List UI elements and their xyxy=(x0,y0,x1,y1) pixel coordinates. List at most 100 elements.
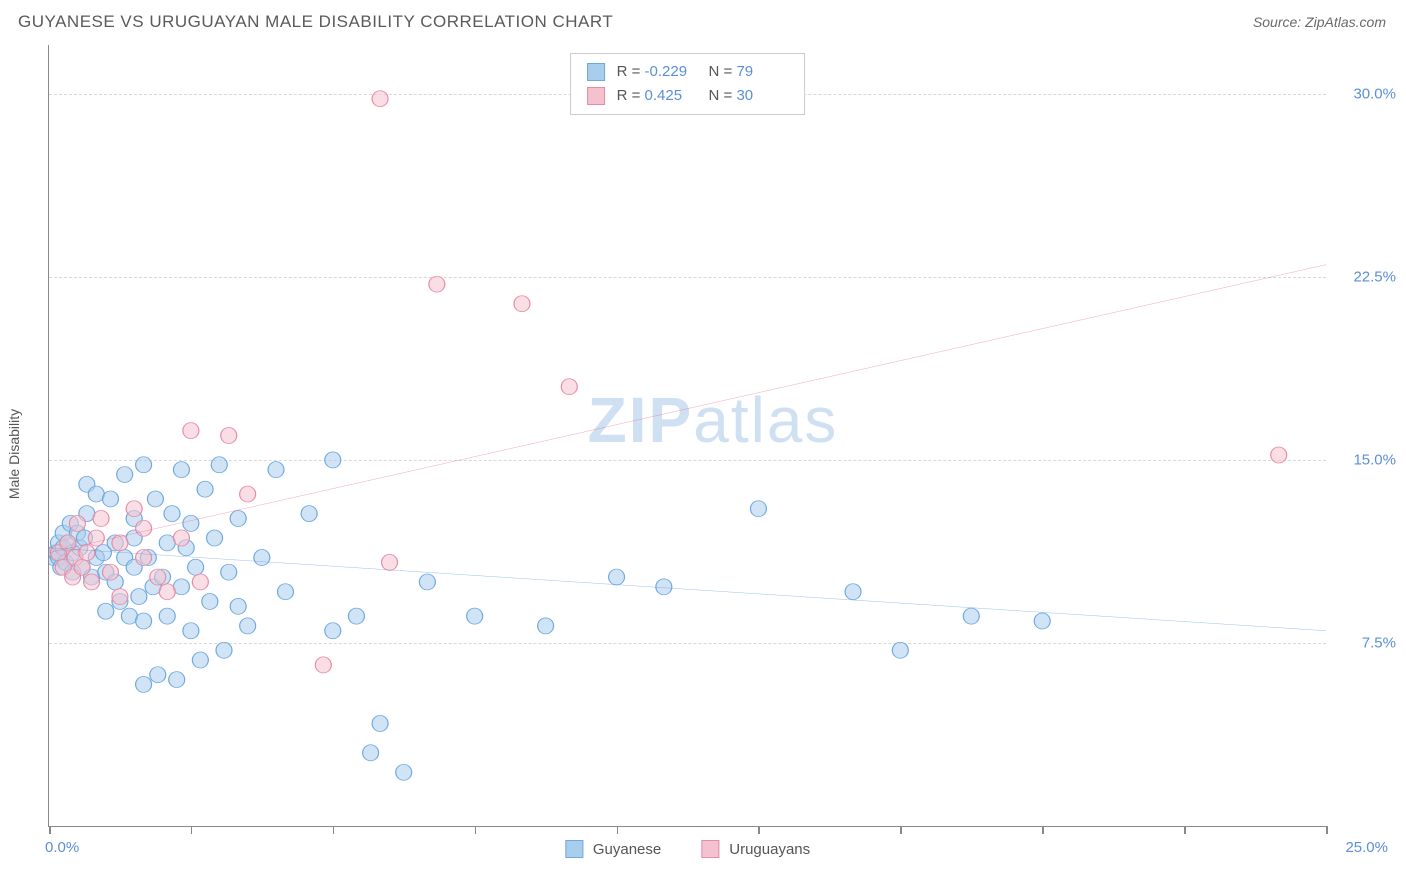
data-point xyxy=(183,515,199,531)
data-point xyxy=(211,457,227,473)
data-point xyxy=(372,91,388,107)
data-point xyxy=(240,618,256,634)
scatter-plot xyxy=(49,45,1326,826)
data-point xyxy=(202,593,218,609)
x-tick xyxy=(1042,826,1044,834)
data-point xyxy=(750,501,766,517)
data-point xyxy=(382,554,398,570)
data-point xyxy=(136,613,152,629)
data-point xyxy=(277,584,293,600)
data-point xyxy=(147,491,163,507)
stats-row: R = 0.425N = 30 xyxy=(587,84,789,108)
data-point xyxy=(315,657,331,673)
x-axis-label: 0.0% xyxy=(45,839,79,856)
data-point xyxy=(93,510,109,526)
data-point xyxy=(131,589,147,605)
data-point xyxy=(136,676,152,692)
data-point xyxy=(136,520,152,536)
data-point xyxy=(240,486,256,502)
data-point xyxy=(325,623,341,639)
legend-item: Uruguayans xyxy=(701,840,810,858)
data-point xyxy=(102,491,118,507)
chart-title: GUYANESE VS URUGUAYAN MALE DISABILITY CO… xyxy=(18,12,613,32)
data-point xyxy=(112,535,128,551)
legend-label: Guyanese xyxy=(593,841,661,858)
data-point xyxy=(136,550,152,566)
data-point xyxy=(845,584,861,600)
data-point xyxy=(514,296,530,312)
y-axis-label: Male Disability xyxy=(6,409,22,499)
r-value: 0.425 xyxy=(645,84,697,108)
chart-header: GUYANESE VS URUGUAYAN MALE DISABILITY CO… xyxy=(0,0,1406,40)
data-point xyxy=(136,457,152,473)
y-tick-label: 22.5% xyxy=(1336,268,1396,285)
data-point xyxy=(396,764,412,780)
data-point xyxy=(268,462,284,478)
data-point xyxy=(216,642,232,658)
data-point xyxy=(1034,613,1050,629)
data-point xyxy=(183,423,199,439)
stats-row: R = -0.229N = 79 xyxy=(587,60,789,84)
legend-label: Uruguayans xyxy=(729,841,810,858)
data-point xyxy=(69,515,85,531)
data-point xyxy=(197,481,213,497)
data-point xyxy=(159,535,175,551)
legend-swatch-icon xyxy=(587,63,605,81)
x-tick xyxy=(49,826,51,834)
chart-area: ZIPatlas 7.5%15.0%22.5%30.0% 0.0%25.0% R… xyxy=(48,45,1326,827)
legend-swatch-icon xyxy=(587,87,605,105)
data-point xyxy=(301,506,317,522)
data-point xyxy=(372,716,388,732)
trend-line xyxy=(49,265,1326,553)
data-point xyxy=(892,642,908,658)
legend-swatch-icon xyxy=(701,840,719,858)
data-point xyxy=(221,564,237,580)
data-point xyxy=(173,462,189,478)
data-point xyxy=(429,276,445,292)
x-tick xyxy=(1326,826,1328,834)
data-point xyxy=(419,574,435,590)
data-point xyxy=(84,574,100,590)
data-point xyxy=(98,603,114,619)
source-label: Source: ZipAtlas.com xyxy=(1253,14,1386,30)
data-point xyxy=(363,745,379,761)
x-tick xyxy=(333,826,335,834)
data-point xyxy=(538,618,554,634)
data-point xyxy=(230,510,246,526)
data-point xyxy=(221,428,237,444)
data-point xyxy=(467,608,483,624)
x-tick xyxy=(475,826,477,834)
data-point xyxy=(963,608,979,624)
y-tick-label: 7.5% xyxy=(1336,634,1396,651)
legend-swatch-icon xyxy=(565,840,583,858)
data-point xyxy=(656,579,672,595)
trend-line xyxy=(49,548,1326,631)
x-tick xyxy=(900,826,902,834)
data-point xyxy=(173,579,189,595)
data-point xyxy=(102,564,118,580)
x-axis-label: 25.0% xyxy=(1345,839,1388,856)
data-point xyxy=(325,452,341,468)
r-value: -0.229 xyxy=(645,60,697,84)
data-point xyxy=(1271,447,1287,463)
data-point xyxy=(164,506,180,522)
data-point xyxy=(88,486,104,502)
data-point xyxy=(192,652,208,668)
data-point xyxy=(150,569,166,585)
data-point xyxy=(169,672,185,688)
x-tick xyxy=(191,826,193,834)
legend-item: Guyanese xyxy=(565,840,661,858)
x-tick xyxy=(758,826,760,834)
y-tick-label: 15.0% xyxy=(1336,451,1396,468)
y-tick-label: 30.0% xyxy=(1336,85,1396,102)
x-tick xyxy=(1184,826,1186,834)
data-point xyxy=(173,530,189,546)
data-point xyxy=(88,530,104,546)
data-point xyxy=(348,608,364,624)
data-point xyxy=(609,569,625,585)
data-point xyxy=(126,501,142,517)
data-point xyxy=(159,608,175,624)
data-point xyxy=(254,550,270,566)
data-point xyxy=(230,598,246,614)
series-legend: Guyanese Uruguayans xyxy=(565,840,810,858)
